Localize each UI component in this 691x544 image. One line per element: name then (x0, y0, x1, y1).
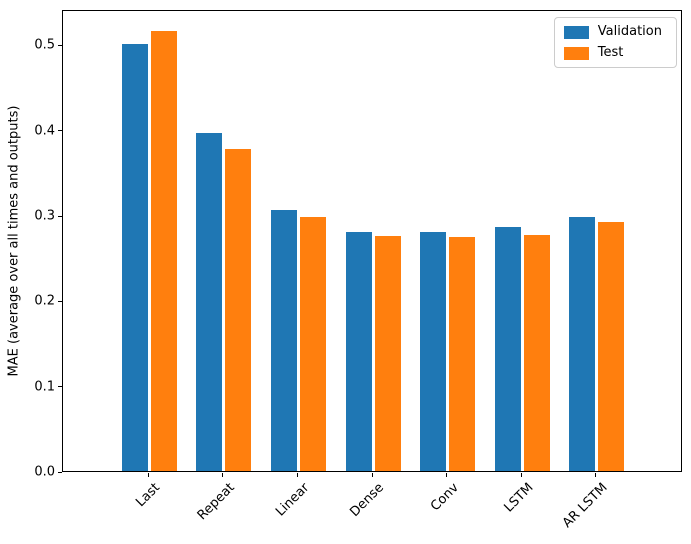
legend-item-validation: Validation (563, 24, 666, 39)
bar-validation-dense (345, 232, 372, 471)
x-tick-label-ar-lstm: AR LSTM (560, 480, 611, 532)
bar-validation-last (121, 43, 148, 471)
x-tick-label-dense: Dense (347, 480, 387, 520)
x-tick-label-last: Last (133, 480, 164, 511)
y-tick-label: 0.5 (34, 37, 55, 53)
x-tick-mark (222, 473, 224, 477)
bar-validation-ar-lstm (569, 216, 596, 471)
plot-area (62, 10, 682, 472)
bar-validation-conv (420, 232, 447, 471)
x-tick-mark (371, 473, 373, 477)
x-tick-label-lstm: LSTM (501, 480, 537, 516)
y-tick-label: 0.1 (34, 379, 55, 395)
y-tick-label: 0.3 (34, 208, 55, 224)
legend-swatch-validation (563, 25, 589, 39)
bar-test-last (150, 30, 177, 471)
bar-test-ar-lstm (598, 221, 625, 471)
y-tick-mark (58, 44, 62, 46)
bar-validation-lstm (494, 227, 521, 471)
x-tick-mark (147, 473, 149, 477)
x-tick-mark (595, 473, 597, 477)
y-tick-label: 0.2 (34, 293, 55, 309)
y-tick-mark (58, 471, 62, 473)
y-tick-label: 0.0 (34, 464, 55, 480)
x-tick-label-linear: Linear (273, 480, 313, 520)
y-tick-mark (58, 130, 62, 132)
legend-item-test: Test (563, 45, 666, 60)
bar-validation-linear (270, 209, 297, 471)
bar-test-dense (374, 235, 401, 471)
legend: Validation Test (553, 17, 677, 68)
x-tick-label-conv: Conv (427, 480, 462, 515)
x-tick-mark (296, 473, 298, 477)
y-tick-mark (58, 386, 62, 388)
legend-label-test: Test (597, 45, 624, 60)
bar-test-conv (449, 237, 476, 471)
bar-test-lstm (523, 234, 550, 471)
x-tick-mark (446, 473, 448, 477)
y-tick-mark (58, 300, 62, 302)
legend-label-validation: Validation (597, 24, 662, 39)
x-tick-mark (520, 473, 522, 477)
x-tick-label-repeat: Repeat (194, 480, 238, 524)
bar-test-linear (299, 216, 326, 471)
y-tick-mark (58, 215, 62, 217)
bar-test-repeat (225, 149, 252, 471)
y-tick-label: 0.4 (34, 123, 55, 139)
bar-validation-repeat (196, 133, 223, 471)
legend-swatch-test (563, 46, 589, 60)
y-axis-label: MAE (average over all times and outputs) (6, 105, 22, 377)
